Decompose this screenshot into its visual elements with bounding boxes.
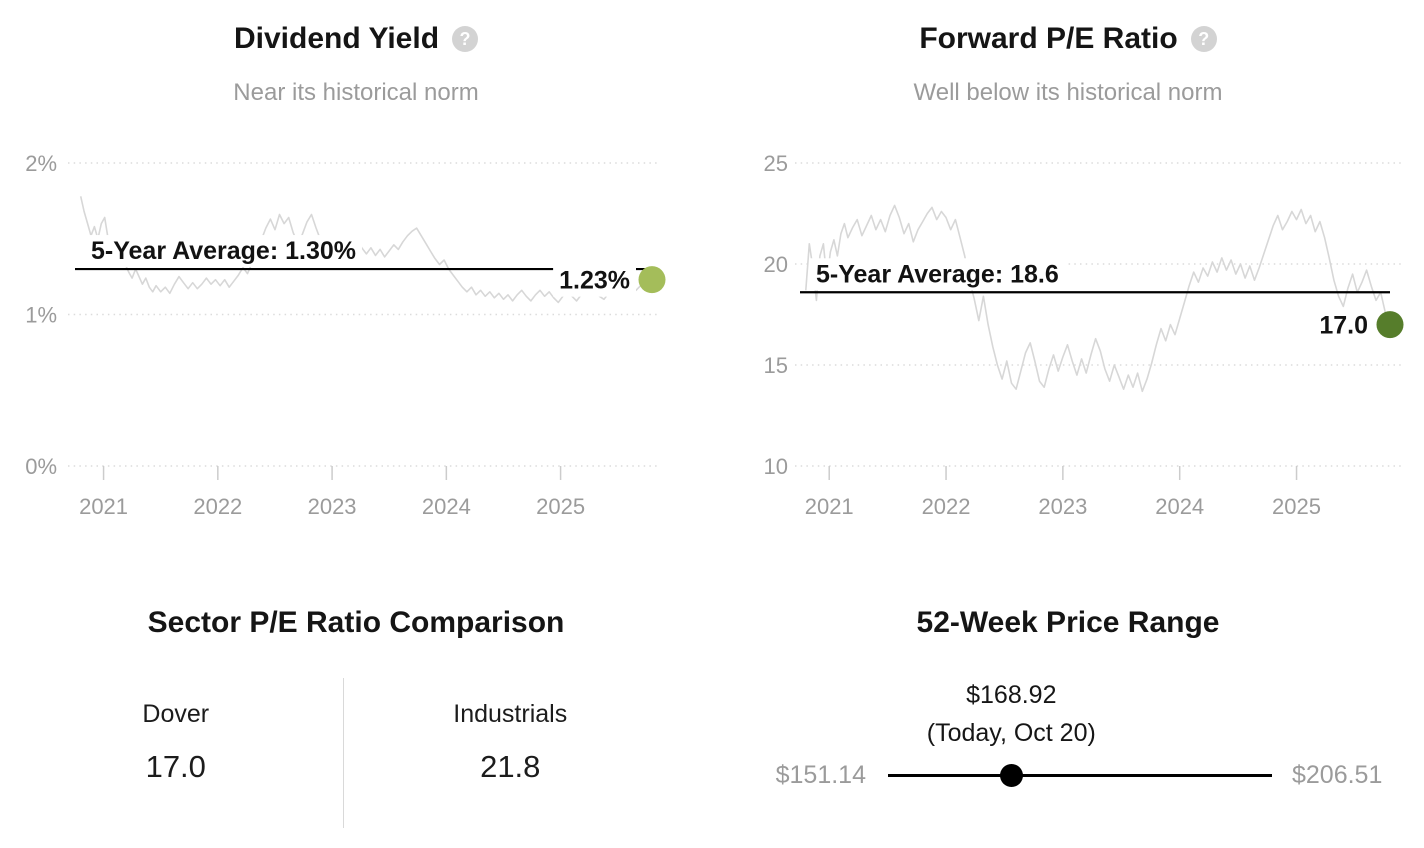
x-axis-label: 2023: [308, 494, 357, 519]
range-high-price: $206.51: [1292, 761, 1383, 789]
panel-forward-pe: Forward P/E Ratio ? Well below its histo…: [712, 0, 1424, 570]
dividend-yield-subtitle: Near its historical norm: [233, 79, 479, 106]
range-track: [888, 774, 1272, 777]
x-axis-label: 2022: [922, 494, 971, 519]
average-label: 5-Year Average: 1.30%: [91, 237, 356, 265]
company-pe-value: 17.0: [145, 749, 206, 784]
question-mark-glyph: ?: [1198, 28, 1210, 49]
y-axis-label: 25: [764, 151, 788, 176]
comparison-cell-sector: Industrials 21.8: [344, 678, 678, 828]
comparison-cell-company: Dover 17.0: [9, 678, 343, 828]
current-value-dot: [1376, 311, 1404, 339]
y-axis-label: 2%: [25, 151, 57, 176]
current-value-label: 17.0: [1319, 312, 1368, 340]
sector-comparison-title: Sector P/E Ratio Comparison: [147, 606, 565, 639]
dividend-yield-chart: 2% 1% 0% 2021 2022 2023 2024 2025 5-Year Average…: [25, 151, 666, 519]
series-line: [805, 204, 1391, 393]
dividend-yield-title: Dividend Yield: [233, 22, 440, 55]
forward-pe-title: Forward P/E Ratio: [919, 22, 1178, 55]
panel-price-range: 52-Week Price Range $168.92 (Today, Oct …: [712, 590, 1424, 848]
help-icon[interactable]: ?: [1190, 26, 1217, 52]
help-icon[interactable]: ?: [452, 26, 479, 52]
y-axis-label: 15: [764, 353, 788, 378]
y-axis-label: 1%: [25, 303, 57, 328]
price-range-title: 52-Week Price Range: [916, 606, 1220, 639]
y-axis-label: 10: [764, 454, 788, 479]
question-mark-glyph: ?: [459, 28, 471, 49]
current-price: $168.92: [966, 681, 1057, 709]
forward-pe-header: Forward P/E Ratio ?: [712, 22, 1424, 56]
current-value-label: 1.23%: [559, 267, 630, 295]
sector-name: Industrials: [453, 700, 568, 728]
label-background: [810, 258, 1065, 291]
x-axis-label: 2022: [193, 494, 242, 519]
x-axis-label: 2025: [1272, 494, 1321, 519]
label-background: [553, 264, 636, 297]
x-axis-label: 2021: [805, 494, 854, 519]
label-background: [1313, 309, 1374, 342]
current-value-dot: [638, 266, 666, 294]
panel-sector-comparison: Sector P/E Ratio Comparison Dover 17.0 I…: [0, 590, 712, 848]
vertical-divider: [342, 678, 344, 828]
range-thumb: [999, 764, 1023, 787]
x-axis-label: 2025: [536, 494, 585, 519]
y-axis-label: 20: [764, 252, 788, 277]
average-label: 5-Year Average: 18.6: [816, 260, 1059, 288]
x-axis-label: 2024: [422, 494, 471, 519]
sector-comparison-row: Dover 17.0 Industrials 21.8: [9, 678, 677, 828]
x-axis-label: 2024: [1155, 494, 1204, 519]
forward-pe-subtitle: Well below its historical norm: [913, 79, 1223, 106]
x-axis-label: 2021: [79, 494, 128, 519]
dividend-yield-header: Dividend Yield ?: [0, 22, 712, 56]
label-background: [85, 235, 362, 268]
current-price-date: (Today, Oct 20): [926, 719, 1096, 747]
company-name: Dover: [142, 700, 210, 728]
current-price-block: $168.92 (Today, Oct 20): [927, 676, 1096, 752]
forward-pe-chart: 25 20 15 10 2021 2022 2023 2024 2025 5-Year Avera…: [764, 151, 1404, 519]
panel-dividend-yield: Dividend Yield ? Near its historical nor…: [0, 0, 712, 570]
sector-pe-value: 21.8: [480, 749, 541, 784]
range-low-price: $151.14: [775, 761, 866, 789]
x-axis-label: 2023: [1038, 494, 1087, 519]
y-axis-label: 0%: [25, 454, 57, 479]
